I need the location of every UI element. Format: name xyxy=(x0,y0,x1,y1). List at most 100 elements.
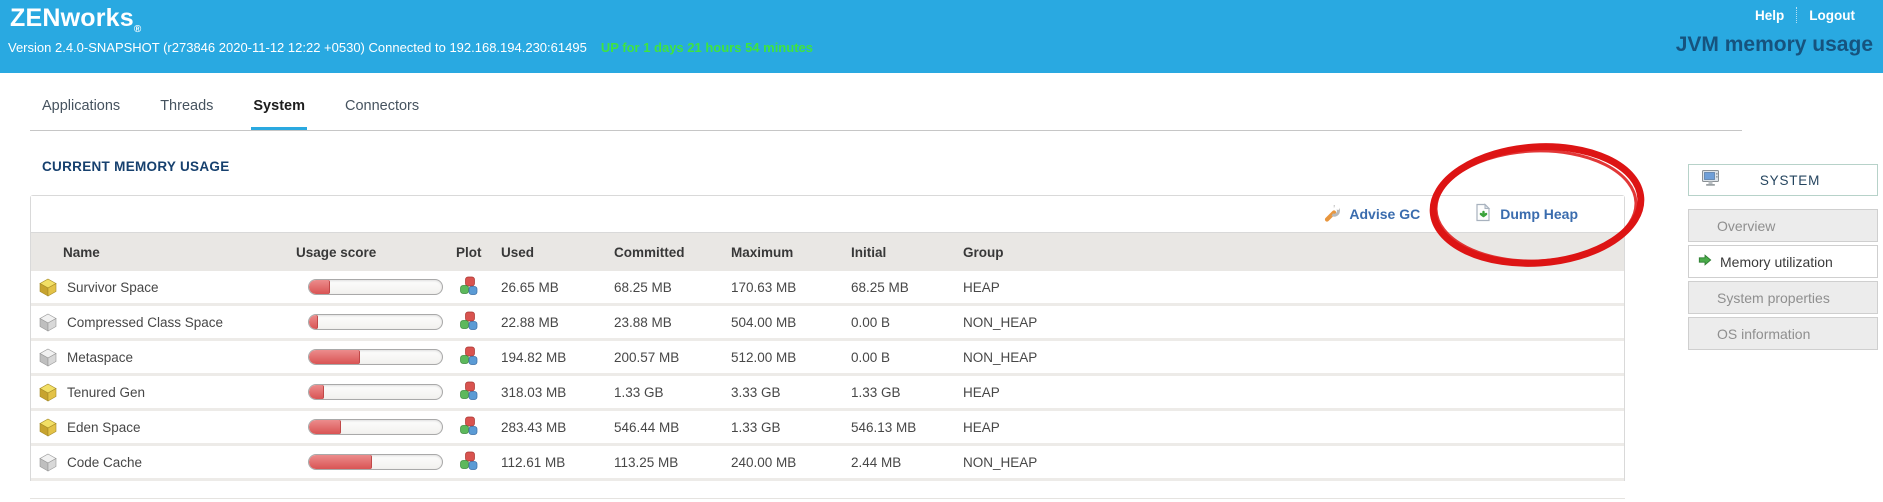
tab-connectors[interactable]: Connectors xyxy=(344,98,420,114)
sidebar-item-memory-utilization[interactable]: Memory utilization xyxy=(1688,245,1878,278)
registered-mark: ® xyxy=(133,24,142,35)
page-title: JVM memory usage xyxy=(1675,33,1873,56)
usage-bar-fill xyxy=(309,315,319,329)
sidebar-item-overview[interactable]: Overview xyxy=(1688,209,1878,242)
usage-score-bar xyxy=(308,279,443,295)
wrench-icon xyxy=(1324,203,1342,225)
plot-icon[interactable] xyxy=(456,381,501,404)
advise-gc-button[interactable]: Advise GC xyxy=(1324,203,1420,225)
uptime-text: UP for 1 days 21 hours 54 minutes xyxy=(600,40,813,55)
table-row: Tenured Gen 318.03 MB 1.33 GB 3.33 GB 1.… xyxy=(31,376,1624,411)
system-sidebar: SYSTEM Overview Memory utilization Syste… xyxy=(1688,164,1878,350)
section-title: CURRENT MEMORY USAGE xyxy=(42,159,230,174)
column-header-usage-score[interactable]: Usage score xyxy=(296,244,377,260)
table-toolbar: Advise GC Dump Heap xyxy=(31,196,1624,233)
column-header-used[interactable]: Used xyxy=(501,244,535,260)
initial-value: 68.25 MB xyxy=(851,279,909,295)
usage-score-bar xyxy=(308,454,443,470)
table-row: Code Cache 112.61 MB 113.25 MB 240.00 MB… xyxy=(31,446,1624,481)
pool-name: Metaspace xyxy=(67,349,134,365)
plot-icon[interactable] xyxy=(456,346,501,369)
session-links-divider xyxy=(1796,7,1798,23)
column-header-name[interactable]: Name xyxy=(63,244,100,260)
version-text: Version 2.4.0-SNAPSHOT (r273846 2020-11-… xyxy=(8,40,587,55)
maximum-value: 1.33 GB xyxy=(731,419,781,435)
help-link[interactable]: Help xyxy=(1755,7,1785,23)
plot-icon[interactable] xyxy=(456,416,501,439)
column-header-initial[interactable]: Initial xyxy=(851,244,887,260)
maximum-value: 504.00 MB xyxy=(731,314,797,330)
committed-value: 546.44 MB xyxy=(614,419,680,435)
green-arrow-icon xyxy=(1698,253,1712,270)
memory-pool-box-icon xyxy=(39,348,57,367)
pool-name: Eden Space xyxy=(67,419,141,435)
group-value: HEAP xyxy=(963,384,1000,400)
app-logo: ZENworks® xyxy=(10,4,142,35)
column-header-committed[interactable]: Committed xyxy=(614,244,685,260)
usage-score-bar xyxy=(308,314,443,330)
table-row: Eden Space 283.43 MB 546.44 MB 1.33 GB 5… xyxy=(31,411,1624,446)
memory-pool-box-icon xyxy=(39,383,57,402)
system-menu: Overview Memory utilization System prope… xyxy=(1688,209,1878,350)
committed-value: 23.88 MB xyxy=(614,314,672,330)
tabs-divider xyxy=(30,130,1742,131)
computer-icon xyxy=(1701,168,1723,193)
committed-value: 68.25 MB xyxy=(614,279,672,295)
dump-heap-icon xyxy=(1474,203,1493,225)
maximum-value: 240.00 MB xyxy=(731,454,797,470)
pool-name: Code Cache xyxy=(67,454,143,470)
memory-table-panel: Advise GC Dump Heap Name Usage score xyxy=(30,195,1625,481)
sidebar-item-os-information[interactable]: OS information xyxy=(1688,317,1878,350)
initial-value: 546.13 MB xyxy=(851,419,917,435)
pool-name: Tenured Gen xyxy=(67,384,146,400)
tab-system[interactable]: System xyxy=(251,96,307,131)
column-header-plot[interactable]: Plot xyxy=(456,244,482,260)
column-header-maximum[interactable]: Maximum xyxy=(731,244,794,260)
column-header-group[interactable]: Group xyxy=(963,244,1004,260)
group-value: HEAP xyxy=(963,279,1000,295)
used-value: 283.43 MB xyxy=(501,419,567,435)
tab-applications[interactable]: Applications xyxy=(42,98,121,114)
dump-heap-label: Dump Heap xyxy=(1500,206,1578,222)
sidebar-item-label: OS information xyxy=(1717,325,1811,342)
usage-bar-fill xyxy=(309,420,341,434)
usage-bar-fill xyxy=(309,280,331,294)
plot-icon[interactable] xyxy=(456,276,501,299)
group-value: NON_HEAP xyxy=(963,454,1038,470)
system-sidebar-header: SYSTEM xyxy=(1688,164,1878,196)
sidebar-item-label: System properties xyxy=(1717,289,1830,306)
system-sidebar-title: SYSTEM xyxy=(1759,172,1821,188)
pool-name: Survivor Space xyxy=(67,279,159,295)
maximum-value: 170.63 MB xyxy=(731,279,797,295)
plot-icon[interactable] xyxy=(456,451,501,474)
memory-pool-box-icon xyxy=(39,453,57,472)
logout-link[interactable]: Logout xyxy=(1809,7,1855,23)
initial-value: 2.44 MB xyxy=(851,454,902,470)
initial-value: 1.33 GB xyxy=(851,384,901,400)
usage-bar-fill xyxy=(309,385,324,399)
usage-score-bar xyxy=(308,384,443,400)
tab-threads[interactable]: Threads xyxy=(160,98,214,114)
plot-icon[interactable] xyxy=(456,311,501,334)
table-row: Survivor Space 26.65 MB 68.25 MB 170.63 … xyxy=(31,271,1624,306)
session-links: Help Logout xyxy=(1743,7,1867,23)
used-value: 22.88 MB xyxy=(501,314,559,330)
table-continuation-divider xyxy=(30,498,1625,499)
usage-bar-fill xyxy=(309,455,372,469)
usage-bar-fill xyxy=(309,350,360,364)
sidebar-item-label: Memory utilization xyxy=(1720,253,1833,270)
main-tabs: Applications Threads System Connectors xyxy=(40,96,421,131)
used-value: 112.61 MB xyxy=(501,454,566,470)
dump-heap-button[interactable]: Dump Heap xyxy=(1474,203,1578,225)
table-row: Metaspace 194.82 MB 200.57 MB 512.00 MB … xyxy=(31,341,1624,376)
sidebar-item-system-properties[interactable]: System properties xyxy=(1688,281,1878,314)
memory-pool-box-icon xyxy=(39,313,57,332)
maximum-value: 512.00 MB xyxy=(731,349,797,365)
group-value: NON_HEAP xyxy=(963,349,1038,365)
memory-pool-box-icon xyxy=(39,278,57,297)
committed-value: 200.57 MB xyxy=(614,349,680,365)
committed-value: 1.33 GB xyxy=(614,384,664,400)
initial-value: 0.00 B xyxy=(851,349,891,365)
initial-value: 0.00 B xyxy=(851,314,891,330)
